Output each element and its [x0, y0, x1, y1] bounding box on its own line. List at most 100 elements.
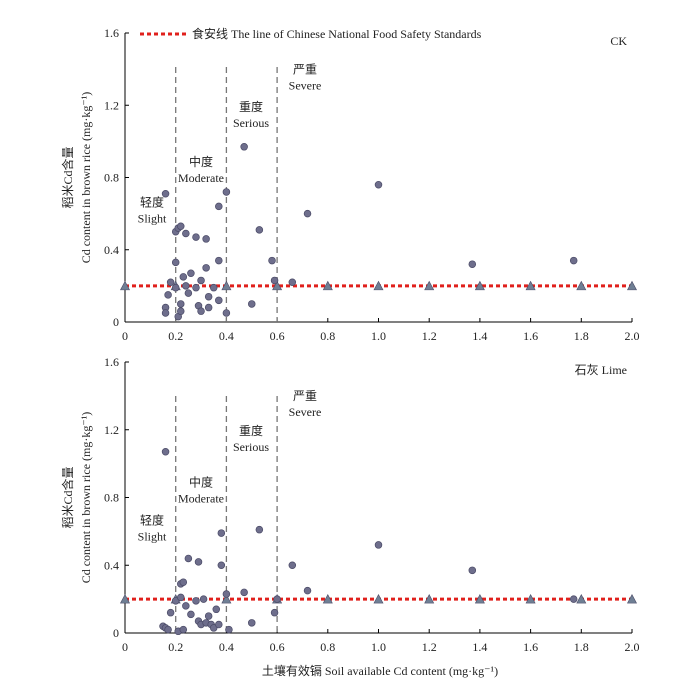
data-point: [288, 561, 297, 569]
y-tick-label: 0.8: [104, 171, 119, 185]
zone-label-cn: 严重: [293, 389, 317, 403]
data-point: [248, 300, 256, 308]
zone-label-en: Serious: [233, 116, 269, 130]
data-point: [268, 256, 276, 265]
data-point: [215, 256, 223, 265]
y-axis-label-en: Cd content in brown rice (mg·kg⁻¹): [79, 412, 93, 584]
zone-label-en: Moderate: [178, 492, 224, 506]
panel-label: CK: [610, 34, 627, 48]
zone-label-cn: 严重: [293, 62, 317, 76]
standard-triangle-marker: [576, 280, 587, 291]
standard-triangle-marker: [474, 280, 485, 291]
zone-label-cn: 中度: [189, 475, 213, 490]
x-tick-label: 1.0: [371, 640, 386, 654]
x-tick-label: 2.0: [625, 329, 640, 343]
data-point: [569, 256, 578, 265]
zone-label-cn: 轻度: [140, 513, 164, 528]
y-tick-label: 0: [113, 315, 119, 329]
y-tick-label: 0.4: [104, 243, 119, 257]
zone-label-cn: 重度: [239, 99, 263, 114]
data-point: [222, 188, 231, 196]
y-tick-label: 1.6: [104, 355, 119, 369]
data-point: [166, 278, 175, 287]
data-point: [192, 597, 200, 605]
standard-triangle-marker: [474, 593, 485, 604]
standard-triangle-marker: [576, 593, 587, 604]
data-point: [204, 612, 213, 620]
data-point: [164, 625, 172, 634]
x-tick-label: 0.4: [219, 640, 234, 654]
x-axis-label: 土壤有效镉 Soil available Cd content (mg·kg⁻¹…: [262, 663, 498, 678]
data-point: [569, 595, 578, 603]
data-point: [255, 226, 264, 234]
data-point: [204, 303, 213, 312]
x-tick-label: 1.4: [472, 640, 487, 654]
data-point: [204, 292, 213, 301]
x-tick-label: 1.6: [523, 640, 538, 654]
x-tick-label: 1.6: [523, 329, 538, 343]
data-point: [248, 619, 256, 627]
data-point: [374, 180, 383, 189]
data-point: [209, 283, 218, 292]
data-point: [187, 269, 195, 277]
y-tick-label: 0.4: [104, 558, 119, 572]
x-tick-label: 0: [122, 329, 128, 343]
data-point: [273, 595, 281, 603]
data-point: [468, 260, 477, 268]
data-point: [161, 309, 170, 317]
data-point: [240, 588, 248, 597]
data-point: [222, 309, 231, 317]
data-point: [270, 608, 279, 617]
y-tick-label: 0.8: [104, 491, 119, 505]
x-tick-label: 1.2: [422, 329, 437, 343]
x-tick-label: 0.6: [270, 329, 285, 343]
standard-triangle-marker: [272, 280, 283, 291]
zone-label-en: Serious: [233, 440, 269, 454]
panel-label: 石灰 Lime: [575, 363, 627, 377]
data-point: [177, 593, 185, 602]
data-point: [177, 307, 185, 315]
legend-label: 食安线 The line of Chinese National Food Sa…: [192, 26, 482, 41]
standard-triangle-marker: [525, 280, 536, 291]
data-point: [161, 190, 170, 198]
y-tick-label: 0: [113, 626, 119, 640]
data-point: [199, 595, 208, 603]
data-point: [212, 605, 221, 614]
zone-label-cn: 中度: [189, 154, 213, 169]
x-tick-label: 0.2: [168, 640, 183, 654]
y-axis-label-cn: 稻米Cd含量: [60, 466, 75, 528]
data-point: [184, 289, 193, 297]
zone-label-en: Slight: [138, 211, 167, 225]
data-point: [197, 276, 205, 285]
standard-triangle-marker: [373, 280, 384, 291]
data-point: [182, 229, 190, 238]
data-point: [270, 276, 279, 285]
data-point: [209, 624, 218, 632]
data-point: [171, 597, 180, 605]
standard-triangle-marker: [627, 593, 637, 604]
data-point: [171, 258, 180, 267]
y-axis-label-cn: 稻米Cd含量: [60, 146, 75, 208]
x-tick-label: 0.6: [270, 640, 285, 654]
standard-triangle-marker: [424, 593, 435, 604]
y-tick-label: 1.2: [104, 98, 119, 112]
data-point: [179, 273, 188, 281]
standard-triangle-marker: [221, 280, 232, 291]
x-tick-label: 0: [122, 640, 128, 654]
x-tick-label: 0.8: [320, 329, 335, 343]
data-point: [161, 448, 170, 456]
zone-label-en: Severe: [289, 78, 322, 92]
data-point: [225, 625, 233, 634]
standard-triangle-marker: [627, 280, 637, 291]
zone-label-en: Slight: [138, 530, 167, 544]
x-tick-label: 1.4: [472, 329, 487, 343]
data-point: [240, 143, 248, 151]
zone-label-en: Moderate: [178, 171, 224, 185]
data-point: [202, 264, 210, 272]
data-point: [197, 307, 205, 315]
y-tick-label: 1.6: [104, 26, 119, 40]
data-point: [374, 541, 383, 549]
standard-triangle-marker: [120, 593, 130, 604]
